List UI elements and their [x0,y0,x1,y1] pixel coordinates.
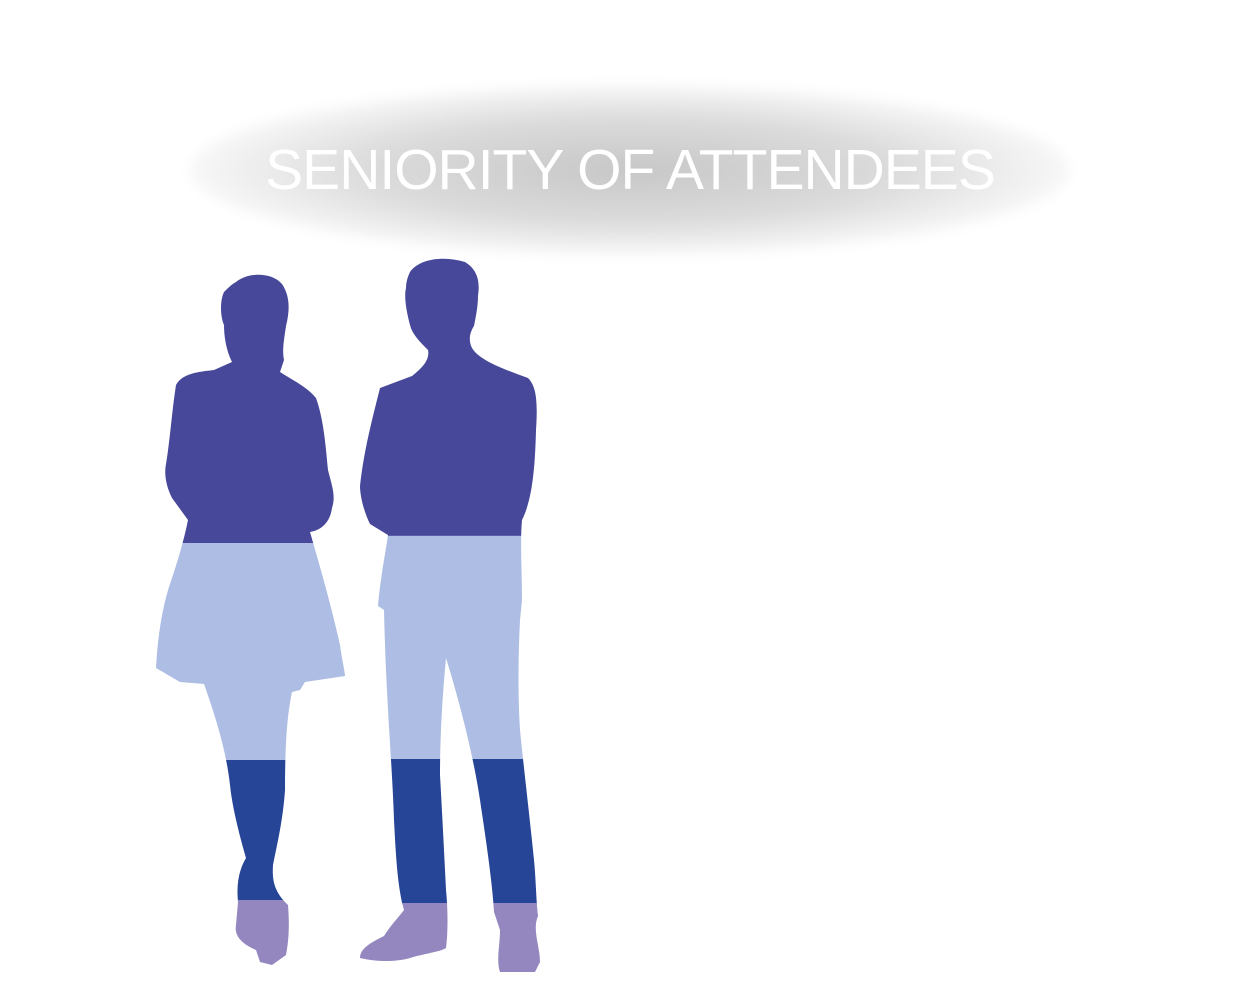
woman-segment-1 [156,274,345,544]
man-segment-1 [360,258,540,537]
woman-segment-4 [156,900,345,966]
man-segment-4 [360,903,540,972]
woman-segment-3 [156,760,345,901]
man-segment-2 [360,535,540,760]
woman-silhouette [156,274,345,966]
woman-segment-2 [156,543,345,761]
man-segment-3 [360,759,540,904]
title-shadow [190,85,1070,255]
man-silhouette [360,258,540,972]
chart-title: SENIORITY OF ATTENDEES [265,138,996,202]
